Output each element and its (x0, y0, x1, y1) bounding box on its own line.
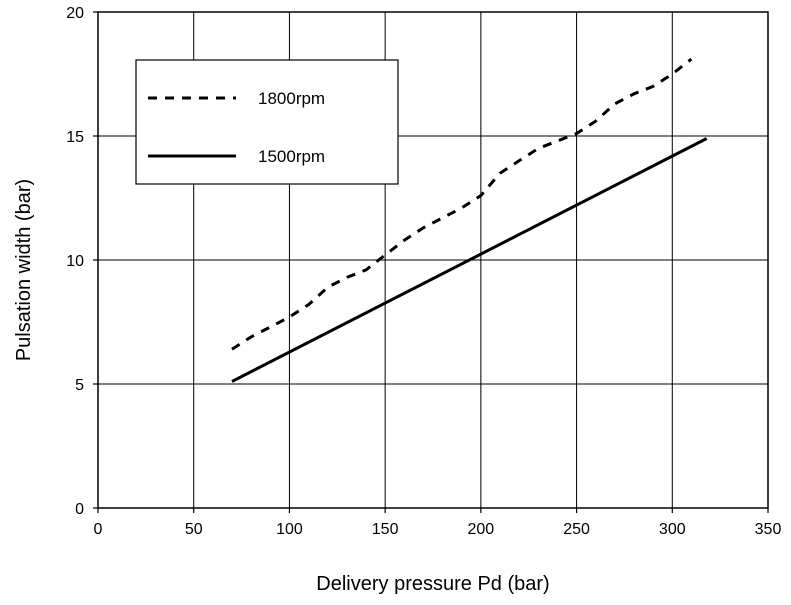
series-line-1500rpm (231, 137, 708, 383)
x-tick-label: 50 (185, 521, 203, 538)
x-tick-label: 250 (563, 521, 590, 538)
x-tick-label: 0 (94, 521, 103, 538)
legend-label: 1800rpm (258, 89, 325, 108)
y-tick-label: 20 (66, 5, 84, 22)
y-axis-label: Pulsation width (bar) (13, 179, 35, 361)
y-tick-label: 15 (66, 129, 84, 146)
y-tick-label: 5 (75, 377, 84, 394)
legend-label: 1500rpm (258, 147, 325, 166)
x-tick-label: 200 (468, 521, 495, 538)
legend: 1800rpm 1500rpm (135, 59, 399, 185)
x-tick-label: 300 (659, 521, 686, 538)
series-layer (231, 57, 708, 383)
x-tick-labels: 0 50 100 150 200 250 300 350 (94, 521, 782, 538)
y-tick-label: 0 (75, 501, 84, 518)
plot-frame (97, 11, 769, 509)
y-tick-labels: 0 5 10 15 20 (66, 5, 84, 518)
y-tick-label: 10 (66, 253, 84, 270)
x-axis-label: Delivery pressure Pd (bar) (316, 573, 549, 595)
legend-box (135, 59, 399, 185)
x-tick-label: 350 (755, 521, 782, 538)
series-line-1800rpm (231, 57, 693, 351)
x-tick-label: 100 (276, 521, 303, 538)
x-tick-label: 150 (372, 521, 399, 538)
